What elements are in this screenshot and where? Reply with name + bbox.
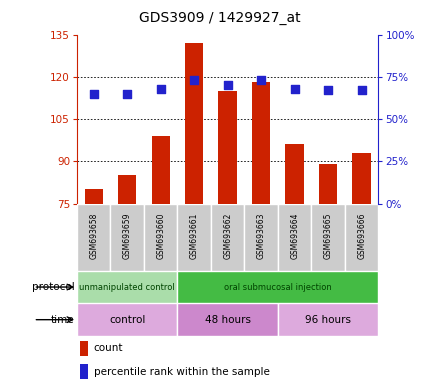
Bar [278,303,378,336]
Text: GSM693662: GSM693662 [223,213,232,259]
Point [258,77,265,83]
Bar [77,271,177,303]
Bar [278,204,312,271]
Text: unmanipulated control: unmanipulated control [79,283,175,291]
Bar [177,271,378,303]
Bar [77,204,110,271]
Point [191,77,198,83]
Bar [252,83,271,204]
Text: GSM693664: GSM693664 [290,212,299,259]
Bar [219,91,237,204]
Point [358,87,365,93]
Bar [211,204,245,271]
Text: 96 hours: 96 hours [305,314,351,325]
Text: percentile rank within the sample: percentile rank within the sample [94,366,269,377]
Text: 48 hours: 48 hours [205,314,251,325]
Point [325,87,332,93]
Bar [286,144,304,204]
Text: GSM693660: GSM693660 [156,212,165,259]
Bar [80,364,88,379]
Bar [110,204,144,271]
Text: protocol: protocol [32,282,75,292]
Text: count: count [94,343,123,354]
Bar [177,204,211,271]
Text: GSM693663: GSM693663 [257,212,266,259]
Point [124,91,131,97]
Bar [319,164,337,204]
Text: GDS3909 / 1429927_at: GDS3909 / 1429927_at [139,11,301,25]
Point [157,86,164,92]
Bar [151,136,170,204]
Text: GSM693661: GSM693661 [190,213,199,259]
Text: GSM693666: GSM693666 [357,212,366,259]
Point [90,91,97,97]
Bar [312,204,345,271]
Bar [118,175,136,204]
Text: control: control [109,314,146,325]
Point [291,86,298,92]
Bar [185,43,203,204]
Text: GSM693665: GSM693665 [324,212,333,259]
Text: GSM693658: GSM693658 [89,213,98,259]
Text: GSM693659: GSM693659 [123,212,132,259]
Bar [345,204,378,271]
Bar [77,303,177,336]
Bar [352,153,371,204]
Bar [144,204,177,271]
Bar [245,204,278,271]
Point [224,82,231,88]
Bar [84,189,103,204]
Bar [80,341,88,356]
Text: oral submucosal injection: oral submucosal injection [224,283,332,291]
Bar [177,303,278,336]
Text: time: time [51,314,75,325]
